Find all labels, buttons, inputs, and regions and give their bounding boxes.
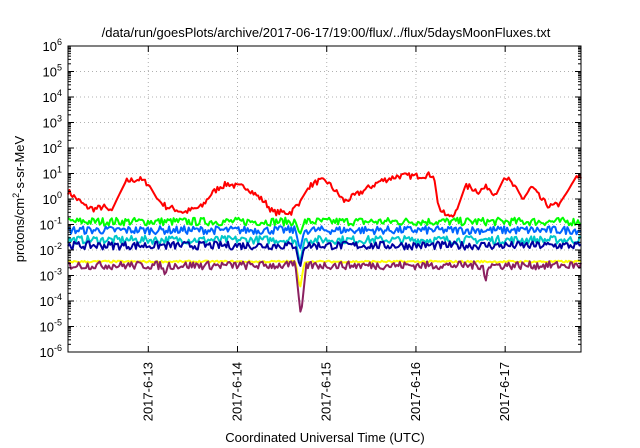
y-tick-label-base: 10 xyxy=(43,90,57,105)
y-axis-label: protons/cm2-s-sr-MeV xyxy=(11,135,27,262)
y-tick-label-base: 10 xyxy=(43,116,57,131)
y-tick-label-exp: -3 xyxy=(54,267,62,277)
y-tick-label: 105 xyxy=(43,63,62,80)
series-line xyxy=(67,240,582,267)
y-tick-label-base: 10 xyxy=(43,192,57,207)
y-tick-label: 100 xyxy=(43,190,62,207)
y-tick-label-base: 10 xyxy=(43,141,57,156)
y-tick-label-exp: 6 xyxy=(57,37,62,47)
y-tick-label: 10-5 xyxy=(40,318,62,335)
y-tick-label-exp: 0 xyxy=(57,190,62,200)
y-tick-label-base: 10 xyxy=(43,167,57,182)
y-tick-label-exp: 1 xyxy=(57,165,62,175)
x-tick-label: 2017-6-16 xyxy=(408,362,423,421)
series-line xyxy=(67,260,582,313)
y-tick-label: 10-2 xyxy=(40,241,62,258)
y-tick-label-base: 10 xyxy=(40,294,54,309)
y-tick-label-base: 10 xyxy=(40,269,54,284)
y-tick-label: 10-4 xyxy=(40,292,62,309)
y-tick-label-exp: -1 xyxy=(54,216,62,226)
series-layer xyxy=(67,171,582,313)
grid xyxy=(68,46,581,352)
x-tick-label: 2017-6-14 xyxy=(230,362,245,421)
series-line xyxy=(67,225,582,250)
y-tick-label-base: 10 xyxy=(40,320,54,335)
x-tick-label: 2017-6-15 xyxy=(319,362,334,421)
y-tick-label-exp: 3 xyxy=(57,114,62,124)
y-axis-label-suffix: -s-sr-MeV xyxy=(12,135,27,192)
series-line xyxy=(67,216,582,235)
y-tick-label: 10-3 xyxy=(40,267,62,284)
y-tick-label: 10-6 xyxy=(40,343,62,360)
y-tick-label: 102 xyxy=(43,139,62,156)
y-tick-label: 104 xyxy=(43,88,62,105)
y-tick-label-base: 10 xyxy=(40,243,54,258)
x-axis: 2017-6-13 2017-6-14 2017-6-15 2017-6-16 2017… xyxy=(140,46,512,421)
y-tick-label-base: 10 xyxy=(43,65,57,80)
y-tick-label-exp: 5 xyxy=(57,63,62,73)
y-tick-label-exp: 2 xyxy=(57,139,62,149)
x-axis-label: Coordinated Universal Time (UTC) xyxy=(225,430,424,445)
y-tick-label-exp: -2 xyxy=(54,241,62,251)
x-tick-label: 2017-6-13 xyxy=(140,362,155,421)
y-tick-label-exp: -5 xyxy=(54,318,62,328)
y-axis-label-sup: 2 xyxy=(11,193,21,198)
y-tick-label-base: 10 xyxy=(40,218,54,233)
series-line xyxy=(67,171,582,218)
y-axis-label-prefix: protons/cm xyxy=(12,198,27,262)
y-axis: 10-610-510-410-310-210-11001011021031041… xyxy=(40,37,581,360)
y-tick-label-exp: -4 xyxy=(54,292,62,302)
y-tick-label: 103 xyxy=(43,114,62,131)
y-tick-label-exp: -6 xyxy=(54,343,62,353)
y-tick-label: 10-1 xyxy=(40,216,62,233)
y-tick-label: 106 xyxy=(43,37,62,54)
x-tick-label: 2017-6-17 xyxy=(497,362,512,421)
y-tick-label-base: 10 xyxy=(43,39,57,54)
y-tick-label-exp: 4 xyxy=(57,88,62,98)
y-tick-label-base: 10 xyxy=(40,345,54,360)
series-line xyxy=(67,234,582,263)
y-tick-label: 101 xyxy=(43,165,62,182)
chart-title: /data/run/goesPlots/archive/2017-06-17/1… xyxy=(102,25,551,40)
